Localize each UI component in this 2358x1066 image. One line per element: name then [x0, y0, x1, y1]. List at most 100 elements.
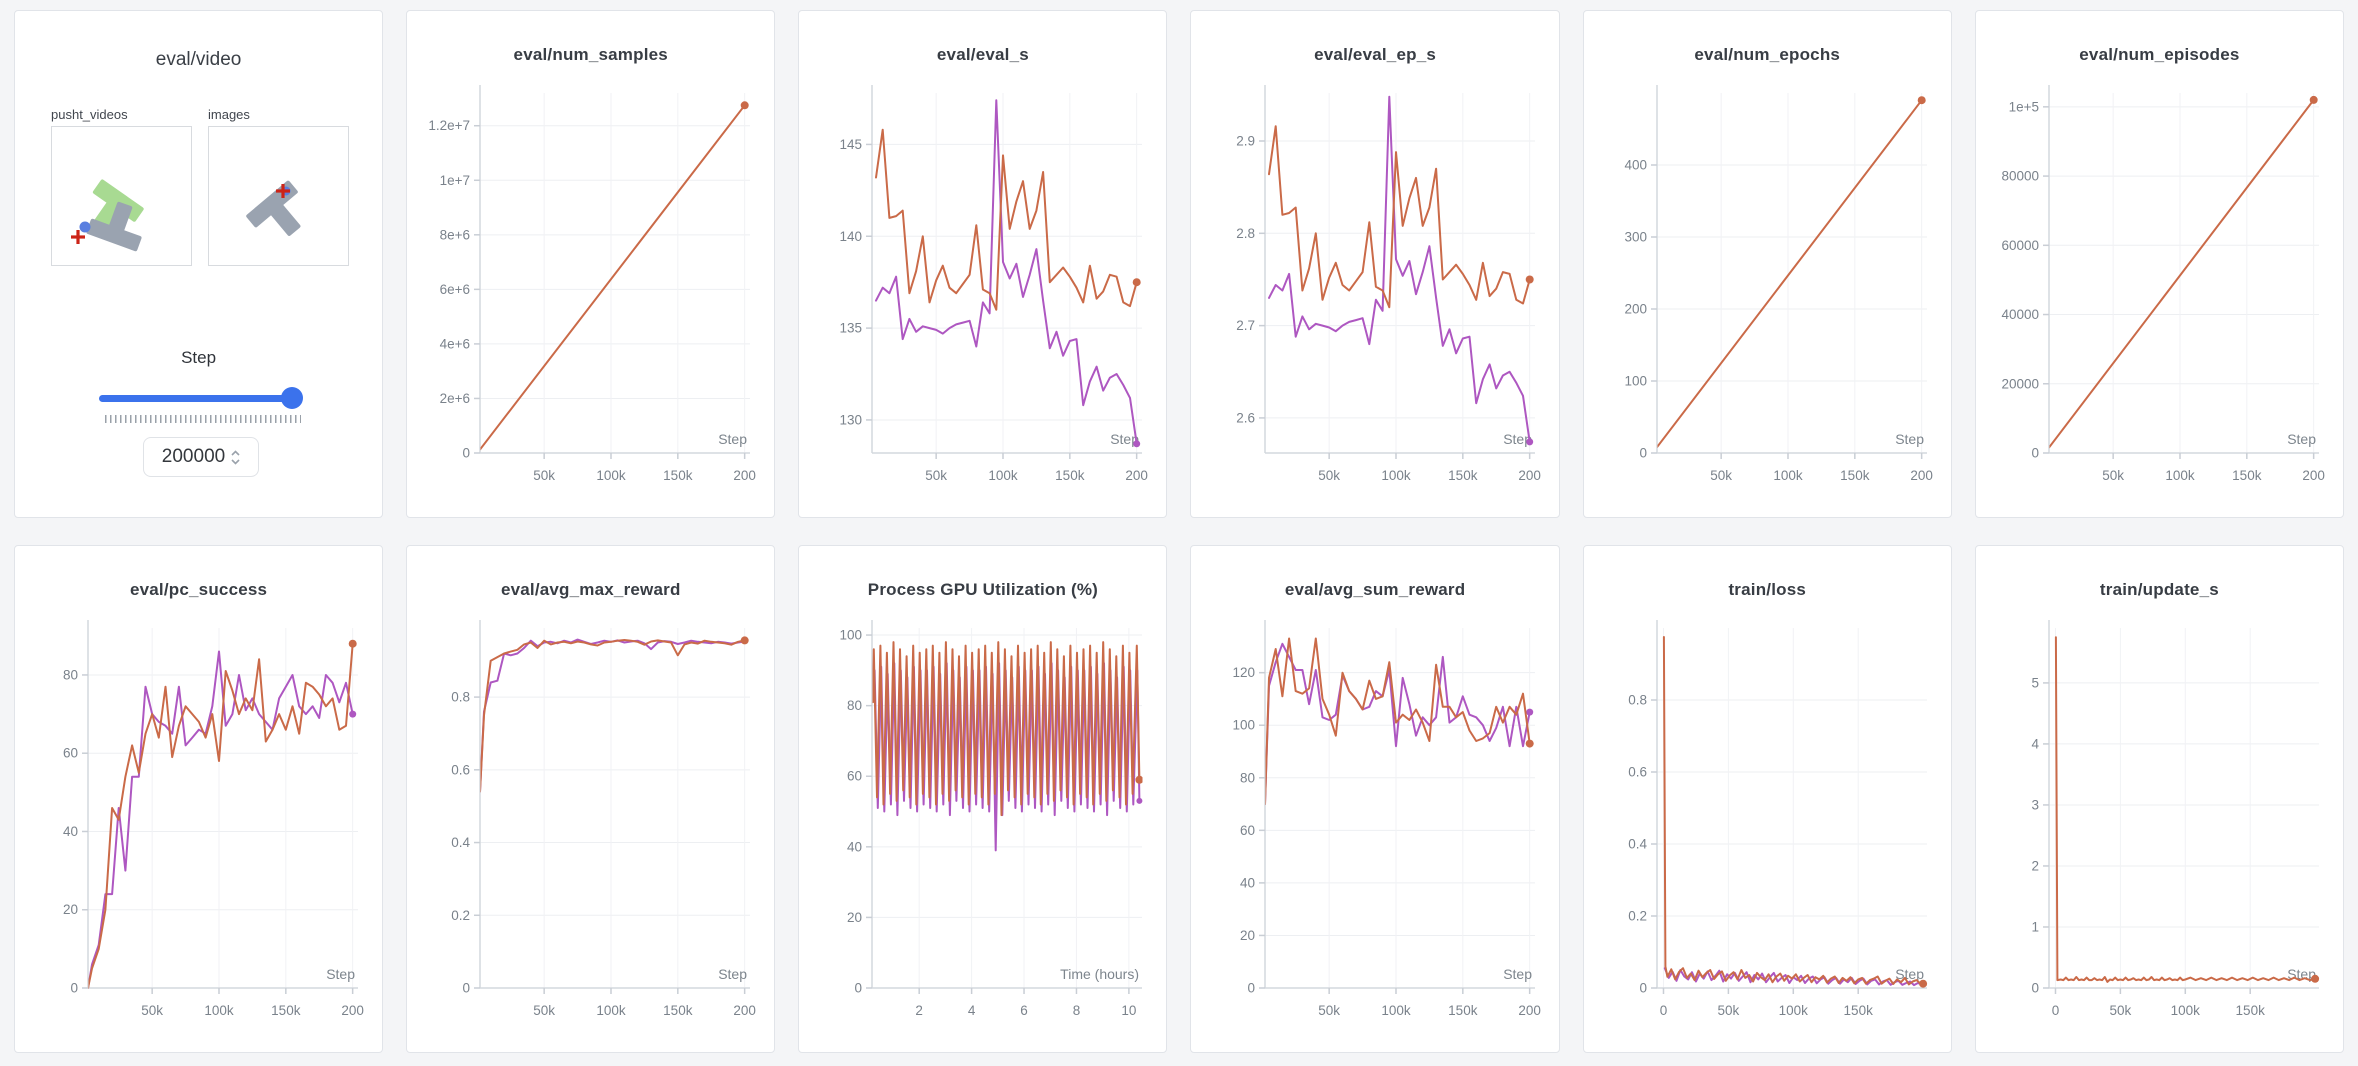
svg-text:Step: Step	[718, 431, 747, 447]
svg-text:50k: 50k	[1717, 1003, 1739, 1018]
svg-text:Step: Step	[1895, 431, 1924, 447]
svg-text:4e+6: 4e+6	[440, 336, 470, 351]
chart-title: Process GPU Utilization (%)	[867, 580, 1099, 599]
svg-text:0: 0	[1639, 446, 1647, 461]
svg-text:200: 200	[734, 1003, 757, 1018]
svg-text:40: 40	[1240, 875, 1255, 890]
svg-text:1.2e+7: 1.2e+7	[429, 118, 471, 133]
svg-text:150k: 150k	[2235, 1003, 2265, 1018]
svg-text:1e+7: 1e+7	[440, 173, 470, 188]
svg-text:Step: Step	[326, 966, 355, 982]
svg-text:0: 0	[71, 981, 79, 996]
svg-text:200: 200	[1518, 1003, 1541, 1018]
svg-text:Step: Step	[2287, 431, 2316, 447]
svg-text:100k: 100k	[597, 468, 627, 483]
svg-text:140: 140	[840, 229, 863, 244]
chart-plot-area[interactable]: 0 100 200 300 400 50k 100k 150k 200 Step	[1584, 81, 1951, 501]
images-thumbnail[interactable]	[208, 126, 349, 266]
svg-text:0: 0	[1659, 1003, 1667, 1018]
chart-plot-area[interactable]: 0 0.2 0.4 0.6 0.8 0 50k 100k 150k Step	[1584, 616, 1951, 1036]
chart-title: eval/avg_max_reward	[500, 580, 681, 599]
svg-text:300: 300	[1624, 230, 1647, 245]
chart-title: eval/num_samples	[513, 45, 668, 64]
chart-plot-area[interactable]: 0 20 40 60 80 50k 100k 150k 200 Step	[15, 616, 382, 1036]
svg-text:40: 40	[63, 824, 78, 839]
step-slider-track[interactable]	[99, 395, 301, 402]
svg-text:200: 200	[2302, 468, 2325, 483]
chart-plot-area[interactable]: 0 20 40 60 80 100 120 50k 100k 150k 200 Step	[1191, 616, 1558, 1036]
svg-text:6e+6: 6e+6	[440, 282, 470, 297]
svg-text:145: 145	[840, 137, 863, 152]
chart-plot-area[interactable]: 2.6 2.7 2.8 2.9 50k 100k 150k 200 Step	[1191, 81, 1558, 501]
svg-text:100k: 100k	[597, 1003, 627, 1018]
svg-text:6: 6	[1021, 1003, 1029, 1018]
svg-text:150k: 150k	[2232, 468, 2262, 483]
media-label-images: images	[208, 107, 250, 122]
media-label-pusht-videos: pusht_videos	[51, 107, 128, 122]
svg-text:200: 200	[1624, 302, 1647, 317]
step-value-input[interactable]: 200000	[143, 437, 259, 477]
svg-text:20000: 20000	[2001, 376, 2039, 391]
chart-title: eval/num_epochs	[1694, 45, 1841, 64]
svg-text:0: 0	[463, 981, 471, 996]
chevron-up-icon[interactable]	[231, 449, 240, 457]
svg-text:2e+6: 2e+6	[440, 391, 470, 406]
chart-card-eval-eval-s: eval/eval_s 130 135 140 145 50k 100k 150k 200 St…	[798, 10, 1168, 518]
svg-text:100k: 100k	[2171, 1003, 2201, 1018]
pusht-scene-icon	[71, 179, 144, 252]
svg-text:80: 80	[1240, 770, 1255, 785]
svg-text:2: 2	[2031, 858, 2039, 873]
chart-plot-area[interactable]: 0 20000 40000 60000 80000 1e+5 50k 100k 150k 200 S…	[1976, 81, 2343, 501]
chart-card-eval-num-episodes: eval/num_episodes 0 20000 40000 60000 80000 1…	[1974, 10, 2344, 518]
chart-card-train-update-s: train/update_s 0 1 2 3 4 5 0 50k 100k 150k Step	[1974, 545, 2344, 1053]
chart-card-eval-pc-success: eval/pc_success 0 20 40 60 80 50k 100k 150k 200 S…	[14, 545, 384, 1053]
svg-text:0.2: 0.2	[1628, 909, 1647, 924]
svg-text:Step: Step	[1111, 431, 1140, 447]
pusht-video-thumbnail[interactable]	[51, 126, 192, 266]
chart-card-eval-avg-sum-reward: eval/avg_sum_reward 0 20 40 60 80 100 120 50k 10…	[1190, 545, 1560, 1053]
chart-card-gpu-utilization: Process GPU Utilization (%) 0 20 40 60 80 100…	[798, 545, 1168, 1053]
svg-text:0.4: 0.4	[451, 835, 470, 850]
chart-plot-area[interactable]: 130 135 140 145 50k 100k 150k 200 Step	[799, 81, 1166, 501]
svg-text:0: 0	[463, 446, 471, 461]
step-slider-thumb[interactable]	[281, 387, 303, 409]
chart-title: eval/num_episodes	[2079, 45, 2240, 64]
svg-text:0: 0	[1247, 981, 1255, 996]
svg-text:150k: 150k	[1448, 468, 1478, 483]
svg-text:60000: 60000	[2001, 238, 2039, 253]
svg-text:0.8: 0.8	[1628, 693, 1647, 708]
svg-text:0: 0	[2052, 1003, 2060, 1018]
chart-plot-area[interactable]: 0 1 2 3 4 5 0 50k 100k 150k Step	[1976, 616, 2343, 1036]
svg-text:150k: 150k	[663, 1003, 693, 1018]
video-panel-title: eval/video	[155, 49, 242, 70]
svg-text:1: 1	[2031, 919, 2039, 934]
chart-title: eval/eval_ep_s	[1314, 45, 1437, 64]
svg-text:135: 135	[840, 321, 863, 336]
svg-text:4: 4	[968, 1003, 976, 1018]
svg-text:0.2: 0.2	[451, 908, 470, 923]
svg-text:100k: 100k	[1381, 468, 1411, 483]
svg-text:20: 20	[847, 910, 862, 925]
svg-text:3: 3	[2031, 797, 2039, 812]
svg-text:100k: 100k	[1773, 468, 1803, 483]
svg-text:100: 100	[1624, 374, 1647, 389]
svg-text:0: 0	[1639, 981, 1647, 996]
chart-plot-area[interactable]: 0 0.2 0.4 0.6 0.8 50k 100k 150k 200 Step	[407, 616, 774, 1036]
chevron-down-icon[interactable]	[231, 458, 240, 465]
pusht-image-icon	[246, 180, 301, 236]
goal-cross-icon	[276, 184, 290, 198]
chart-plot-area[interactable]: 0 20 40 60 80 100 2 4 6 8 10 Time (hours)	[799, 616, 1166, 1036]
step-slider-label: Step	[181, 348, 217, 367]
svg-text:200: 200	[1518, 468, 1541, 483]
chart-card-eval-avg-max-reward: eval/avg_max_reward 0 0.2 0.4 0.6 0.8 50k 100k…	[406, 545, 776, 1053]
svg-text:100k: 100k	[989, 468, 1019, 483]
chart-card-eval-eval-ep-s: eval/eval_ep_s 2.6 2.7 2.8 2.9 50k 100k 150k 20…	[1190, 10, 1560, 518]
svg-text:10: 10	[1122, 1003, 1137, 1018]
stepper-chevrons[interactable]	[231, 449, 240, 465]
chart-plot-area[interactable]: 0 2e+6 4e+6 6e+6 8e+6 1e+7 1.2e+7 50k 100k 150k 20…	[407, 81, 774, 501]
svg-text:0: 0	[855, 981, 863, 996]
svg-text:20: 20	[63, 902, 78, 917]
svg-text:150k: 150k	[1056, 468, 1086, 483]
svg-text:200: 200	[1910, 468, 1933, 483]
